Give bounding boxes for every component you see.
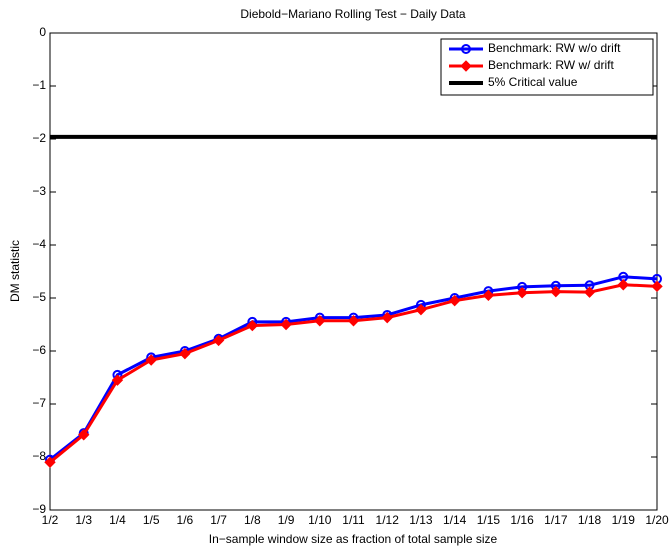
legend-label: Benchmark: RW w/o drift: [488, 41, 621, 55]
marker: [617, 279, 629, 291]
y-tick-label: −5: [32, 290, 46, 304]
marker: [448, 294, 461, 307]
x-tick-label: 1/7: [210, 513, 227, 527]
marker: [550, 285, 562, 298]
x-tick-label: 1/3: [75, 513, 92, 527]
legend-label: 5% Critical value: [488, 75, 578, 89]
x-tick-label: 1/15: [477, 513, 501, 527]
marker: [415, 303, 427, 316]
x-tick-label: 1/17: [544, 513, 568, 527]
marker: [381, 311, 393, 324]
legend-label: Benchmark: RW w/ drift: [488, 58, 614, 72]
y-tick-label: −9: [32, 502, 46, 516]
y-tick-label: −7: [32, 396, 46, 410]
x-tick-label: 1/10: [308, 513, 332, 527]
chart-title: Diebold−Mariano Rolling Test − Daily Dat…: [240, 7, 466, 21]
y-tick-label: −1: [32, 78, 46, 92]
marker: [651, 280, 663, 293]
marker: [145, 354, 157, 366]
y-axis-label: DM statistic: [8, 240, 22, 302]
marker: [78, 429, 90, 441]
marker: [246, 319, 259, 332]
marker: [111, 374, 124, 386]
x-tick-label: 1/18: [578, 513, 602, 527]
marker: [347, 315, 360, 327]
marker: [280, 318, 292, 331]
legend-marker: [460, 60, 472, 72]
x-tick-label: 1/14: [443, 513, 467, 527]
x-tick-label: 1/20: [645, 513, 669, 527]
x-tick-label: 1/2: [42, 513, 59, 527]
marker: [179, 347, 191, 360]
y-tick-label: −2: [32, 131, 46, 145]
marker: [583, 286, 596, 298]
x-tick-label: 1/5: [143, 513, 160, 527]
marker: [314, 315, 326, 327]
y-tick-label: −6: [32, 343, 46, 357]
legend-marker: [461, 44, 471, 54]
plot-frame: [49, 32, 658, 511]
x-tick-label: 1/13: [409, 513, 433, 527]
x-tick-label: 1/11: [342, 513, 365, 527]
x-tick-label: 1/16: [510, 513, 534, 527]
y-tick-label: −4: [32, 237, 46, 251]
marker: [482, 289, 495, 302]
y-tick-label: −8: [32, 449, 46, 463]
x-tick-label: 1/4: [109, 513, 126, 527]
x-tick-label: 1/6: [177, 513, 194, 527]
marker: [516, 286, 528, 299]
x-axis-label: In−sample window size as fraction of tot…: [209, 532, 498, 546]
x-tick-label: 1/8: [244, 513, 261, 527]
x-tick-label: 1/9: [278, 513, 295, 527]
marker: [44, 456, 56, 469]
x-tick-label: 1/19: [612, 513, 636, 527]
y-tick-label: −3: [32, 184, 46, 198]
x-tick-label: 1/12: [376, 513, 400, 527]
marker: [212, 334, 225, 347]
y-tick-label: 0: [39, 25, 46, 39]
